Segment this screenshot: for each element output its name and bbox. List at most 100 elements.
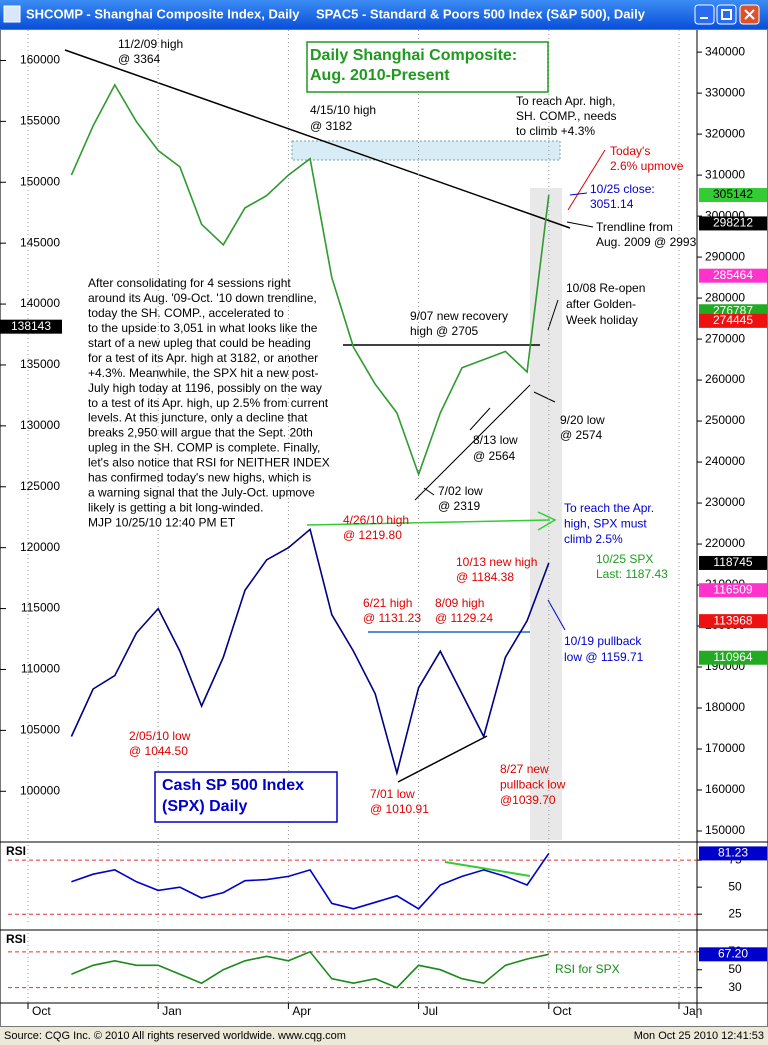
arrow: [306, 511, 557, 531]
y-tick-label: 120000: [20, 540, 60, 554]
series-line: [71, 852, 550, 910]
minimize-button[interactable]: [694, 4, 715, 25]
icon: [744, 9, 755, 20]
arrow: [566, 221, 594, 228]
y2-tick-label: 290000: [705, 249, 745, 263]
annotation: to a test of its Apr. high, up 2.5% from…: [88, 396, 329, 410]
annotation: @ 1219.80: [343, 528, 402, 542]
annotation: @ 1184.38: [456, 570, 514, 584]
annotation-box: [154, 771, 338, 823]
y2-tick-label: 260000: [705, 372, 745, 386]
annotation: Last: 1187.43: [596, 567, 668, 581]
trendline: [64, 49, 571, 229]
annotation: 3051.14: [590, 197, 634, 211]
app-icon: [3, 5, 21, 23]
annotation: Cash SP 500 Index: [162, 777, 304, 794]
y-tick-label: 25: [728, 906, 742, 920]
x-tick-label: Jan: [683, 1004, 702, 1018]
x-tick-label: Oct: [32, 1004, 51, 1018]
annotation: @ 1044.50: [129, 744, 188, 758]
y2-tick-label: 340000: [705, 44, 745, 58]
annotation: Aug. 2009 @ 2993: [596, 235, 697, 249]
x-tick-label: Oct: [553, 1004, 572, 1018]
y-tick-label: 115000: [21, 601, 60, 615]
y-tick-label: 155000: [20, 114, 60, 128]
annotation: 7/01 low: [370, 787, 415, 801]
icon: [721, 9, 732, 20]
y-tick-label: 30: [728, 980, 742, 994]
y2-tick-label: 230000: [705, 495, 745, 509]
price-marker: [699, 188, 767, 203]
arrow: [469, 407, 491, 431]
annotation: 9/07 new recovery: [410, 309, 508, 323]
annotation: Week holiday: [566, 313, 638, 327]
annotation: today the SH. COMP., accelerated to: [88, 306, 284, 320]
y2-tick-label: 160000: [705, 782, 745, 796]
annotation: Today's: [610, 144, 650, 158]
status-bar: [0, 1027, 768, 1045]
annotation: pullback low: [500, 778, 566, 792]
annotation: 11/2/09 high: [118, 37, 183, 51]
y2-tick-label: 320000: [705, 126, 745, 140]
annotation: July high today at 1196, possibly on the…: [88, 381, 322, 395]
arrow: [569, 192, 588, 196]
y2-tick-label: 250000: [705, 413, 745, 427]
annotation: @ 2319: [438, 499, 481, 513]
annotation: breaks 2,950 will argue that the Sept. 2…: [88, 426, 313, 440]
annotation: a warning signal that the July-Oct. upmo…: [88, 485, 315, 499]
price-marker-label: 116509: [713, 582, 752, 596]
annotation: (SPX) Daily: [162, 798, 247, 815]
y2-tick-label: 220000: [705, 536, 745, 550]
annotation: @ 1131.23: [363, 611, 421, 625]
window-title: SPAC5 - Standard & Poors 500 Index (S&P …: [316, 6, 646, 21]
annotation: low @ 1159.71: [564, 650, 644, 664]
annotation: @ 1129.24: [435, 611, 493, 625]
annotation: @ 3182: [310, 119, 353, 133]
y-tick-label: 150000: [20, 174, 60, 188]
series-line: [71, 950, 549, 989]
annotation: @ 2574: [560, 428, 603, 442]
price-marker: [699, 583, 767, 598]
x-tick-label: Jan: [162, 1004, 181, 1018]
maximize-button[interactable]: [716, 4, 737, 25]
arrow: [547, 299, 559, 331]
value-box-label: 67.20: [718, 946, 748, 960]
y2-tick-label: 150000: [705, 823, 745, 837]
price-marker-label: 113968: [713, 613, 752, 627]
annotation: levels. At this juncture, only a decline…: [88, 411, 308, 425]
annotation: MJP 10/25/10 12:40 PM ET: [88, 515, 236, 529]
arrow: [423, 487, 435, 496]
annotation: has confirmed today's new highs, which i…: [88, 471, 311, 485]
y2-tick-label: 330000: [705, 85, 745, 99]
annotation: @ 1010.91: [370, 802, 429, 816]
price-marker-label: 138143: [11, 319, 51, 333]
annotation-box: [306, 41, 549, 93]
y-tick-label: 140000: [20, 296, 60, 310]
annotation: SH. COMP., needs: [516, 109, 617, 123]
series-line: [70, 83, 550, 477]
annotation: to climb +4.3%: [516, 124, 595, 138]
y2-tick-label: 280000: [705, 290, 745, 304]
annotation: climb 2.5%: [564, 532, 623, 546]
price-marker-label: 110964: [713, 650, 752, 664]
highlight-band: [530, 188, 562, 840]
price-marker-label: 305142: [713, 187, 753, 201]
x-tick-label: Apr: [292, 1004, 311, 1018]
panel-title: RSI: [6, 844, 26, 858]
annotation: 4/15/10 high: [310, 103, 376, 117]
y-tick-label: 50: [728, 879, 742, 893]
annotation: around its Aug. '09-Oct. '10 down trendl…: [88, 291, 317, 305]
annotation: @ 3364: [118, 52, 161, 66]
annotation: +4.3%. Meanwhile, the SPX hit a new post…: [88, 366, 318, 380]
price-marker-label: 285464: [713, 268, 753, 282]
y-tick-label: 135000: [20, 357, 60, 371]
annotation: 6/21 high: [363, 596, 412, 610]
annotation: high @ 2705: [410, 324, 479, 338]
annotation: upleg in the SH. COMP is complete. Final…: [88, 441, 320, 455]
value-box: [699, 846, 767, 861]
annotation: Aug. 2010-Present: [310, 67, 450, 84]
annotation: @1039.70: [500, 793, 556, 807]
annotation: 10/25 SPX: [596, 552, 653, 566]
annotation: start of a new upleg that could be headi…: [88, 336, 311, 350]
